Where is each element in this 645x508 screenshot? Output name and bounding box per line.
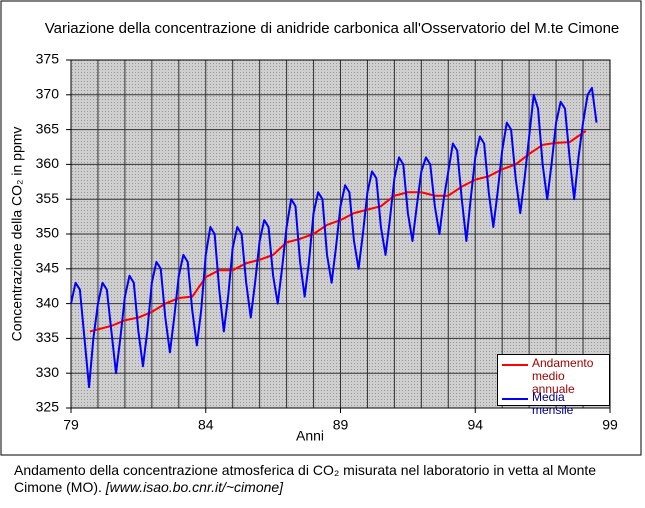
y-tick-label: 325 bbox=[36, 399, 60, 415]
y-tick-label: 360 bbox=[36, 155, 60, 171]
legend-entry: Andamento medio annuale bbox=[502, 356, 607, 396]
y-tick-label: 365 bbox=[36, 120, 60, 136]
legend-label: Media mensile bbox=[532, 390, 574, 417]
y-axis-label: Concentrazione della CO₂ in ppmv bbox=[9, 127, 25, 342]
series-line bbox=[89, 130, 587, 333]
caption: Andamento della concentrazione atmosferi… bbox=[14, 462, 614, 496]
y-tick-label: 355 bbox=[36, 190, 60, 206]
y-tick-label: 350 bbox=[36, 225, 60, 241]
x-tick-label: 84 bbox=[198, 417, 214, 433]
caption-text: Andamento della concentrazione atmosferi… bbox=[14, 462, 597, 495]
legend: Andamento medio annuale Media mensile bbox=[497, 354, 610, 417]
y-tick-label: 330 bbox=[36, 364, 60, 380]
series-line bbox=[70, 86, 598, 389]
x-tick-label: 94 bbox=[467, 417, 483, 433]
x-tick-label: 79 bbox=[63, 417, 79, 433]
legend-swatch bbox=[502, 398, 528, 400]
legend-label: Andamento medio annuale bbox=[532, 356, 594, 396]
legend-entry: Media mensile bbox=[502, 390, 607, 417]
caption-source: [www.isao.bo.cnr.it/~cimone] bbox=[105, 479, 284, 495]
y-tick-label: 335 bbox=[36, 329, 60, 345]
x-axis-label: Anni bbox=[296, 428, 324, 444]
x-tick-label: 99 bbox=[602, 417, 618, 433]
chart: Variazione della concentrazione di anidr… bbox=[0, 0, 642, 456]
y-tick-label: 345 bbox=[36, 260, 60, 276]
plot-border bbox=[70, 59, 611, 409]
y-tick-label: 340 bbox=[36, 294, 60, 310]
x-tick-label: 89 bbox=[333, 417, 349, 433]
chart-title: Variazione della concentrazione di anidr… bbox=[45, 20, 620, 37]
legend-swatch bbox=[502, 364, 528, 366]
y-tick-label: 375 bbox=[36, 51, 60, 67]
y-tick-label: 370 bbox=[36, 86, 60, 102]
